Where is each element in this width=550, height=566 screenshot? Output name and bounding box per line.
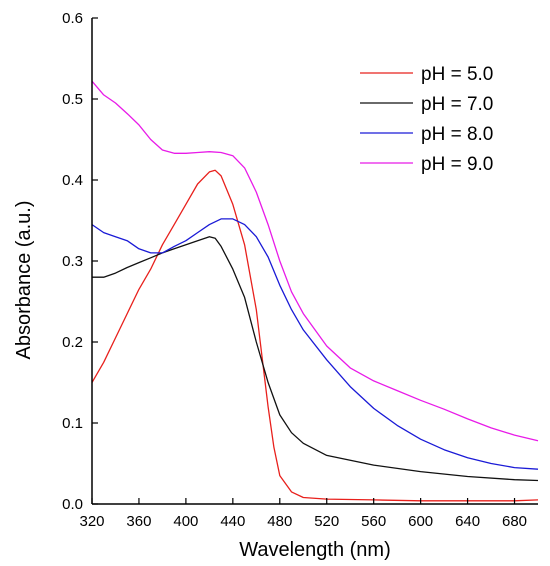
series-line-2 (92, 236, 539, 482)
series-line-3 (91, 218, 539, 470)
x-tick-label: 520 (314, 513, 339, 530)
x-tick-label: 440 (220, 513, 245, 530)
x-tick-label: 360 (126, 513, 151, 530)
y-tick-label: 0.5 (62, 91, 83, 108)
x-tick-label: 480 (267, 513, 292, 530)
x-tick-label: 320 (79, 513, 104, 530)
x-axis-ticks: 320 360 400 440 480 520 560 600 640 680 (79, 498, 527, 530)
y-tick-label: 0.1 (62, 415, 83, 432)
legend-label: pH = 5.0 (421, 64, 493, 85)
y-tick-label: 0.2 (62, 334, 83, 351)
y-axis-ticks: 0.0 0.1 0.2 0.3 0.4 0.5 0.6 (62, 10, 98, 513)
y-tick-label: 0.4 (62, 172, 83, 189)
y-tick-label: 0.6 (62, 10, 83, 27)
series-line-4 (91, 80, 539, 442)
x-tick-label: 600 (408, 513, 433, 530)
y-tick-label: 0.0 (62, 496, 83, 513)
legend: pH = 5.0 pH = 7.0 pH = 8.0 pH = 9.0 (360, 64, 493, 175)
plot-lines (91, 80, 539, 502)
y-axis-title: Absorbance (a.u.) (13, 201, 35, 360)
x-tick-label: 680 (502, 513, 527, 530)
series-line-1 (91, 169, 539, 502)
x-tick-label: 560 (361, 513, 386, 530)
legend-label: pH = 8.0 (421, 124, 493, 145)
legend-label: pH = 9.0 (421, 154, 493, 175)
y-tick-label: 0.3 (62, 253, 83, 270)
x-tick-label: 640 (455, 513, 480, 530)
x-tick-label: 400 (173, 513, 198, 530)
legend-label: pH = 7.0 (421, 94, 493, 115)
x-axis-title: Wavelength (nm) (239, 539, 391, 561)
